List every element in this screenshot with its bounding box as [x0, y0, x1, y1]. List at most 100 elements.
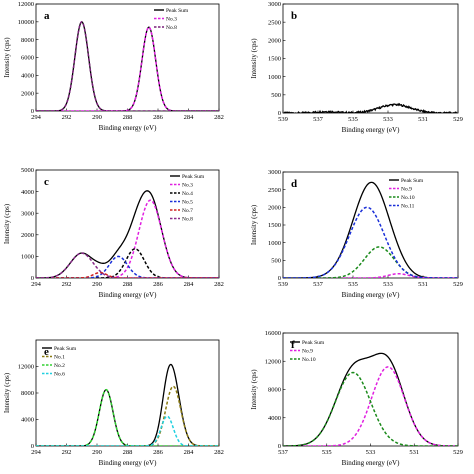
x-tick-label: 537: [278, 449, 289, 456]
x-tick-label: 529: [453, 449, 463, 456]
legend: Peak Sum No.1 No.2 No.6: [42, 346, 77, 378]
y-tick-label: 2500: [268, 19, 281, 26]
series-line-peak-sum: [283, 181, 458, 278]
legend-entry: No.3: [166, 17, 177, 23]
x-tick-label: 531: [418, 116, 428, 123]
y-tick-label: 2000: [21, 90, 34, 97]
chart-panel-f: 537 535 533 531 529 0 4000 8000 12000 16000 Bindin…: [250, 330, 463, 467]
series-line-spectrum: [283, 102, 458, 113]
x-tick-label: 537: [313, 116, 324, 123]
y-axis-label: Intensity (cps): [3, 37, 11, 78]
y-tick-label: 1500: [268, 56, 281, 63]
y-tick-label: 2000: [21, 232, 34, 239]
legend-entry: Peak Sum: [54, 346, 77, 352]
series-line-no-8: [36, 252, 219, 278]
y-tick-label: 8000: [21, 390, 34, 397]
series-line-no-3: [36, 199, 219, 278]
y-tick-label: 2000: [268, 38, 281, 45]
y-tick-label: 12000: [18, 364, 34, 371]
x-tick-label: 531: [418, 281, 428, 288]
legend-entry: No.6: [54, 372, 65, 378]
chart-panel-c: 294 292 290 288 286 284 282 0 1000 2000 3000 4000 50…: [3, 167, 224, 299]
y-tick-label: 0: [278, 275, 281, 282]
y-tick-label: 8000: [21, 37, 34, 44]
y-tick-label: 10000: [18, 19, 34, 26]
y-tick-label: 3000: [268, 169, 281, 176]
y-tick-label: 1000: [268, 74, 281, 81]
series-line-no-9: [283, 273, 458, 278]
series-line-no-10: [283, 246, 458, 278]
chart-panel-e: 294 292 290 288 286 284 282 0 4000 8000 12000 Bindi…: [3, 339, 224, 467]
legend-entry: No.9: [401, 187, 412, 193]
x-tick-label: 282: [214, 449, 224, 456]
y-tick-label: 3000: [21, 210, 34, 217]
plot-frame: [35, 3, 220, 112]
y-tick-label: 1500: [268, 222, 281, 229]
x-tick-label: 533: [366, 449, 376, 456]
legend-entry: Peak Sum: [401, 178, 424, 184]
panel-label: f: [291, 339, 295, 351]
x-tick-label: 537: [313, 281, 324, 288]
x-tick-label: 288: [123, 114, 133, 121]
legend: Peak Sum No.3 No.8: [154, 8, 189, 31]
legend-entry: No.8: [166, 25, 177, 31]
y-tick-label: 500: [271, 92, 281, 99]
y-tick-label: 4000: [268, 415, 281, 422]
y-tick-label: 4000: [21, 73, 34, 80]
x-tick-label: 284: [184, 114, 195, 121]
legend: Peak Sum No.9 No.10 No.11: [389, 178, 424, 210]
x-tick-label: 282: [214, 281, 224, 288]
x-tick-label: 288: [123, 281, 133, 288]
y-axis-label: Intensity (cps): [250, 38, 258, 79]
series-line-no-8: [36, 20, 219, 111]
x-axis-label: Binding energy (eV): [342, 459, 400, 467]
x-tick-label: 286: [153, 114, 164, 121]
y-tick-label: 0: [31, 443, 34, 450]
x-tick-label: 533: [383, 281, 393, 288]
panel-label: b: [291, 10, 297, 22]
x-tick-label: 535: [348, 116, 358, 123]
x-axis-label: Binding energy (eV): [342, 126, 400, 134]
x-tick-label: 294: [31, 114, 42, 121]
legend-entry: No.10: [302, 357, 316, 363]
y-tick-label: 1000: [268, 240, 281, 247]
y-tick-label: 0: [31, 275, 34, 282]
x-tick-label: 284: [184, 449, 195, 456]
series-line-no-2: [36, 388, 219, 446]
y-tick-label: 0: [278, 443, 281, 450]
y-tick-label: 16000: [265, 330, 281, 337]
y-axis-label: Intensity (cps): [250, 369, 258, 410]
x-tick-label: 282: [214, 114, 224, 121]
series-line-peak-sum: [283, 352, 458, 446]
y-tick-label: 12000: [18, 1, 34, 8]
chart-panel-d: 539 537 535 533 531 529 0 500 1000 1500 2000 2500 30…: [250, 169, 463, 299]
x-tick-label: 292: [62, 114, 72, 121]
x-tick-label: 294: [31, 449, 42, 456]
legend-entry: No.10: [401, 195, 415, 201]
series-line-no-1: [36, 385, 219, 446]
y-tick-label: 4000: [21, 189, 34, 196]
x-tick-label: 290: [92, 281, 102, 288]
legend-entry: Peak Sum: [182, 174, 205, 180]
x-tick-label: 286: [153, 281, 164, 288]
chart-panel-b: 539 537 535 533 531 529 0 500 1000 1500 2000 2500 30…: [250, 1, 463, 134]
plot-frame: [282, 3, 459, 114]
x-tick-label: 290: [92, 449, 102, 456]
panel-label: c: [44, 176, 49, 188]
x-tick-label: 533: [383, 116, 393, 123]
x-tick-label: 535: [348, 281, 358, 288]
y-tick-label: 2000: [268, 205, 281, 212]
series-line-no-3: [36, 26, 219, 111]
panel-label: e: [44, 346, 49, 358]
x-tick-label: 292: [62, 281, 72, 288]
series-line-no-4: [36, 248, 219, 278]
x-tick-label: 290: [92, 114, 102, 121]
x-tick-label: 284: [184, 281, 195, 288]
y-tick-label: 2500: [268, 187, 281, 194]
y-tick-label: 0: [31, 108, 34, 115]
y-tick-label: 1000: [21, 254, 34, 261]
y-tick-label: 0: [278, 110, 281, 117]
legend-entry: No.2: [54, 363, 65, 369]
legend: Peak Sum No.3 No.4 No.5 No.7 No.8: [170, 174, 205, 223]
